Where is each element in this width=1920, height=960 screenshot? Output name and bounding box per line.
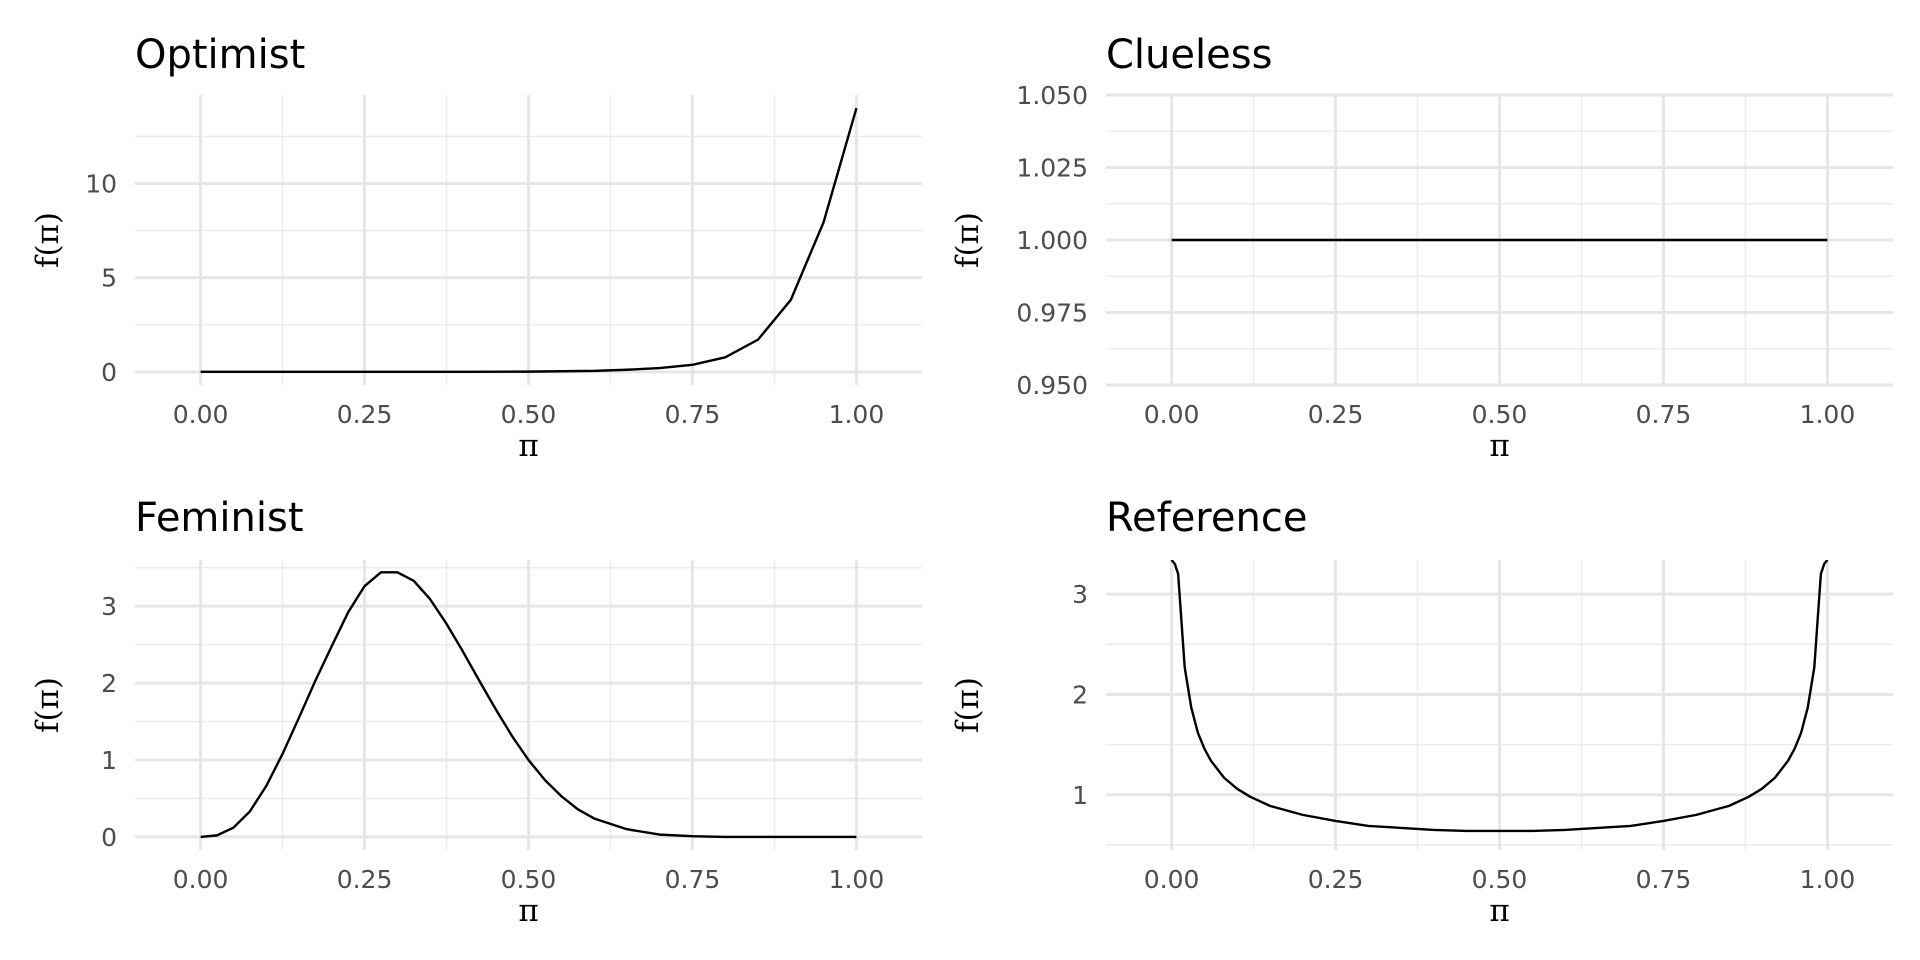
panel-title: Clueless: [1106, 32, 1272, 78]
series-line: [200, 107, 858, 374]
panel-title: Feminist: [135, 495, 304, 541]
panel-title: Optimist: [135, 32, 305, 78]
y-tick-label: 1: [101, 746, 117, 775]
x-axis-label: π: [1489, 893, 1509, 929]
x-tick-label: 0.50: [1472, 865, 1528, 894]
x-tick-label: 1.00: [829, 400, 885, 429]
panel-reference: 0.00 0.25 0.50 0.75 1.00 1 2 3 Reference π f(π): [950, 495, 1893, 929]
x-axis-label: π: [518, 893, 538, 929]
x-tick-label: 0.50: [501, 400, 557, 429]
x-tick-label: 0.00: [173, 400, 229, 429]
x-tick-label: 0.00: [1144, 400, 1200, 429]
y-tick-label: 3: [1072, 580, 1088, 609]
x-tick-label: 0.50: [501, 865, 557, 894]
x-tick-label: 1.00: [1800, 400, 1856, 429]
x-axis-label: π: [1489, 428, 1509, 464]
y-axis-label: f(π): [30, 677, 66, 733]
y-tick-label: 1.000: [1016, 226, 1088, 255]
x-tick-label: 0.00: [1144, 865, 1200, 894]
y-axis-label: f(π): [950, 212, 986, 268]
y-axis-label: f(π): [30, 212, 66, 268]
panel-optimist: 0.00 0.25 0.50 0.75 1.00 0 5 10 Optimist π f(π): [30, 32, 922, 464]
x-tick-label: 0.75: [1636, 865, 1692, 894]
x-tick-label: 0.25: [337, 865, 393, 894]
x-tick-label: 0.75: [665, 865, 721, 894]
y-tick-label: 1: [1072, 781, 1088, 810]
x-tick-label: 0.25: [1308, 865, 1364, 894]
panel-feminist: 0.00 0.25 0.50 0.75 1.00 0 1 2 3 Feminist π f(π): [30, 495, 922, 929]
y-tick-label: 1.025: [1016, 154, 1088, 183]
x-axis-label: π: [518, 428, 538, 464]
x-tick-label: 0.75: [665, 400, 721, 429]
series-line: [1170, 560, 1829, 833]
y-tick-label: 0: [101, 358, 117, 387]
x-tick-label: 0.25: [337, 400, 393, 429]
x-tick-label: 0.25: [1308, 400, 1364, 429]
y-axis-label: f(π): [950, 677, 986, 733]
y-tick-label: 2: [1072, 680, 1088, 709]
x-tick-label: 1.00: [1800, 865, 1856, 894]
panel-title: Reference: [1106, 495, 1307, 541]
x-tick-label: 0.50: [1472, 400, 1528, 429]
x-tick-label: 1.00: [829, 865, 885, 894]
y-tick-label: 10: [85, 170, 117, 199]
y-tick-label: 2: [101, 669, 117, 698]
panel-clueless: 0.00 0.25 0.50 0.75 1.00 0.950 0.975 1.000 1.025…: [950, 32, 1893, 464]
y-tick-label: 0.975: [1016, 299, 1088, 328]
y-tick-label: 1.050: [1016, 81, 1088, 110]
y-tick-label: 0.950: [1016, 371, 1088, 400]
y-tick-label: 0: [101, 823, 117, 852]
series-line: [200, 571, 857, 839]
x-tick-label: 0.75: [1636, 400, 1692, 429]
y-tick-label: 3: [101, 592, 117, 621]
x-tick-label: 0.00: [173, 865, 229, 894]
y-tick-label: 5: [101, 264, 117, 293]
